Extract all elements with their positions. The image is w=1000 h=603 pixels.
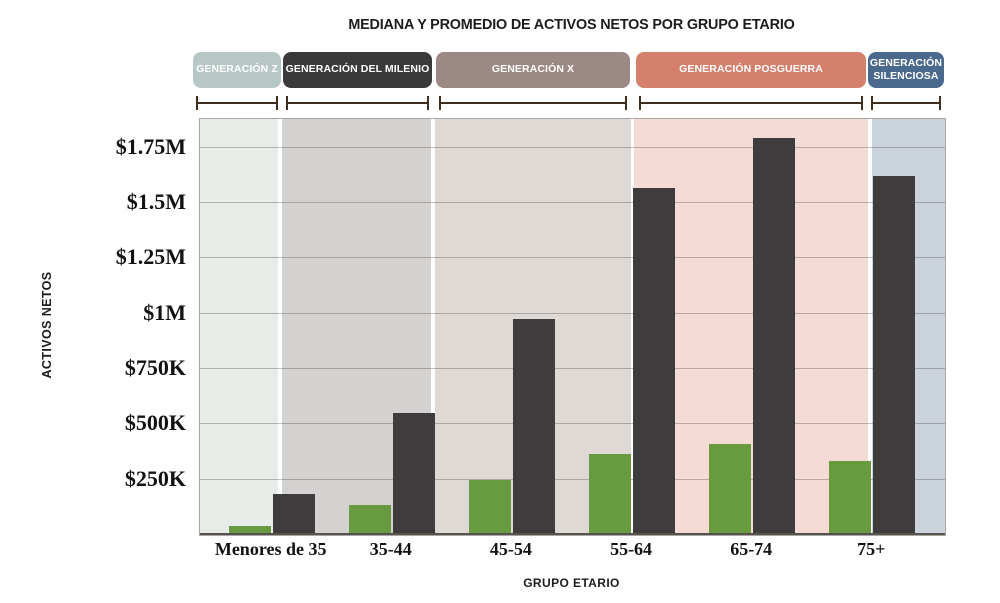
generation-label-box: GENERACIÓN SILENCIOSA [868,52,944,88]
y-tick-label: $250K [124,465,186,491]
bar-mediana [468,480,511,535]
bar-promedio [753,137,796,535]
y-tick-label: $1M [143,299,186,325]
generation-bracket [639,96,863,110]
generation-label-box: GENERACIÓN DEL MILENIO [283,52,432,88]
x-axis-title: GRUPO ETARIO [523,576,620,590]
y-gridline [200,478,945,480]
y-gridline [200,312,945,314]
generation-label-box: GENERACIÓN Z [193,52,281,88]
generation-bracket [439,96,627,110]
generation-label-box: GENERACIÓN POSGUERRA [636,52,866,88]
generation-label-box: GENERACIÓN X [436,52,630,88]
plot-area [199,118,946,536]
y-tick-label: $1.5M [126,189,186,215]
y-tick-label: $1.75M [115,133,186,159]
bar-promedio [392,413,435,535]
bracket-line [873,102,939,104]
bar-promedio [272,494,315,535]
generation-bracket [286,96,429,110]
bar-mediana [589,454,632,535]
bar-mediana [709,444,752,535]
y-tick-label: $1.25M [115,244,186,270]
bar-promedio [873,175,916,535]
generation-bracket [196,96,278,110]
bracket-line [441,102,625,104]
generation-bracket [871,96,941,110]
y-tick-label: $500K [124,410,186,436]
bar-mediana [348,504,391,535]
y-tick-label: $750K [124,355,186,381]
x-tick-label: 35-44 [369,539,412,559]
y-gridline [200,423,945,425]
x-axis-baseline [200,533,945,535]
y-gridline [200,146,945,148]
bar-promedio [512,319,555,535]
x-tick-label: 75+ [857,539,886,559]
x-tick-label: 45-54 [489,539,532,559]
bracket-line [641,102,861,104]
bar-mediana [829,460,872,535]
x-tick-label: 65-74 [730,539,773,559]
x-tick-label: Menores de 35 [214,539,327,559]
chart-title: MEDIANA Y PROMEDIO DE ACTIVOS NETOS POR … [348,16,795,33]
bar-promedio [633,188,676,535]
y-gridline [200,202,945,204]
x-tick-label: 55-64 [610,539,653,559]
bracket-line [198,102,276,104]
bracket-line [288,102,427,104]
generation-band [200,119,278,535]
y-gridline [200,257,945,259]
y-gridline [200,368,945,370]
bar-mediana [228,526,271,535]
